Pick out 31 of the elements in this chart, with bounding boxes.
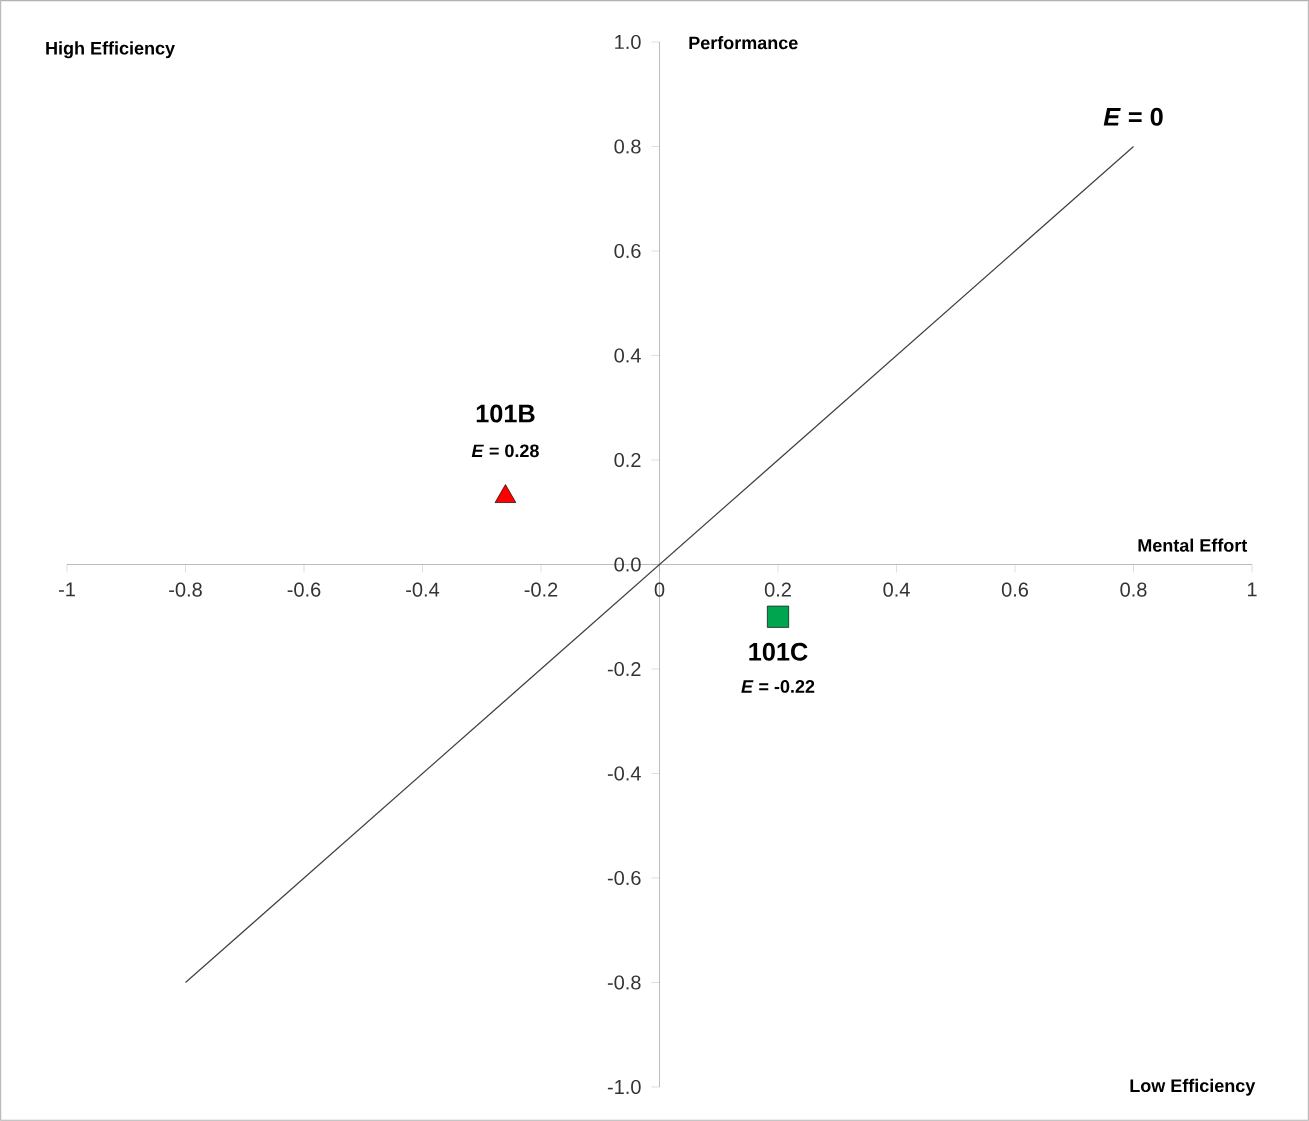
y-tick-label: -0.8 [607,975,641,990]
x-tick-label: 0 [654,582,665,597]
y-tick-label: 1.0 [615,34,641,50]
y-axis-title: Performance [689,36,798,50]
x-tick-label: -0.2 [524,582,558,597]
y-tick-label: 0.4 [614,348,641,363]
x-axis-title: Mental Effort [1138,538,1248,552]
annotation: E = 0.28 [471,444,539,458]
y-tick-label: 0.2 [614,452,641,468]
y-tick-label: 0.8 [614,139,641,154]
y-tick-label: -0.6 [607,870,641,886]
annotation: E = -0.22 [741,680,815,693]
x-tick-label: 0.8 [1120,582,1147,597]
x-tick-label: 0.6 [1001,582,1029,597]
annotation: Low Efficiency [1130,1078,1256,1096]
y-tick-label: -1.0 [607,1079,641,1095]
x-tick-label: 0.4 [883,582,910,597]
y-tick-label: -0.2 [607,661,641,677]
annotation: High Efficiency [46,41,175,59]
x-tick-label: 1 [1247,582,1257,597]
x-tick-label: -0.6 [287,582,321,597]
series-label: 101C [749,642,808,661]
y-tick-label: -0.4 [607,766,641,781]
x-tick-label: -0.8 [169,582,202,597]
y-tick-label: 0.6 [614,243,641,259]
text: 101B [476,404,535,423]
x-tick-label: 0.2 [764,582,791,597]
x-tick-label: -0.4 [406,582,440,597]
x-tick-label: -1 [58,582,75,597]
y-tick-label: 0.0 [614,557,641,572]
series-label: E = 0 [1103,107,1163,126]
